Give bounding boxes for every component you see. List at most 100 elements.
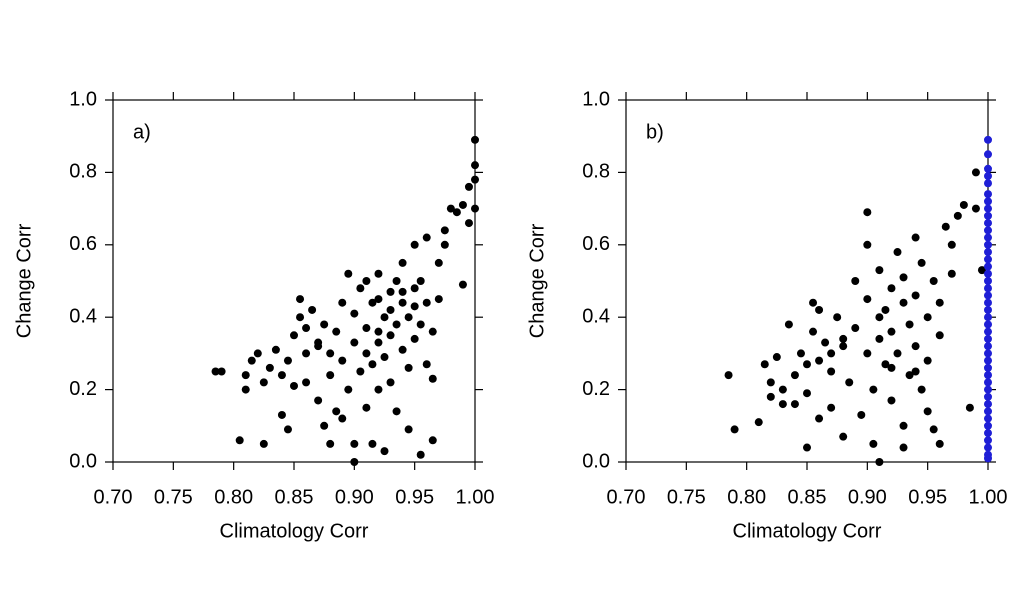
x-tick-label: 0.95	[908, 486, 947, 508]
point	[338, 298, 347, 307]
point	[368, 298, 377, 307]
panel-label: b)	[646, 121, 664, 143]
point	[386, 378, 395, 387]
point	[440, 226, 449, 235]
x-tick-label: 0.85	[788, 486, 827, 508]
y-tick-label: 1.0	[582, 88, 610, 110]
point	[905, 371, 914, 380]
point	[911, 367, 920, 376]
y-tick-label: 0.8	[69, 161, 97, 183]
point	[283, 356, 292, 365]
point	[344, 269, 353, 278]
point	[923, 407, 932, 416]
point	[875, 266, 884, 275]
point	[464, 219, 473, 228]
point	[887, 284, 896, 293]
point	[984, 407, 992, 416]
point	[386, 305, 395, 314]
point	[386, 287, 395, 296]
point	[247, 356, 256, 365]
point	[374, 385, 383, 394]
point	[851, 277, 860, 285]
point	[434, 295, 443, 304]
point	[265, 363, 274, 372]
point	[380, 353, 389, 362]
panel-label: a)	[133, 121, 151, 143]
point	[754, 418, 763, 427]
point	[984, 284, 992, 293]
point	[416, 320, 425, 329]
point	[290, 381, 298, 390]
point	[984, 429, 992, 438]
point	[984, 226, 992, 235]
point	[446, 204, 455, 213]
point	[440, 240, 449, 249]
point	[404, 425, 413, 434]
point	[905, 320, 914, 329]
x-tick-label: 0.80	[214, 486, 253, 508]
point	[259, 378, 268, 387]
point	[984, 436, 992, 445]
point	[984, 356, 992, 365]
point	[984, 190, 992, 199]
point	[833, 313, 842, 322]
point	[778, 385, 787, 394]
x-tick-label: 0.90	[335, 486, 374, 508]
point	[398, 287, 407, 296]
point	[887, 396, 896, 405]
point	[350, 338, 359, 347]
point	[302, 378, 311, 387]
point	[796, 349, 805, 358]
point	[984, 342, 992, 351]
point	[428, 327, 437, 336]
point	[929, 425, 938, 434]
point	[766, 378, 775, 387]
point	[875, 334, 884, 343]
point	[314, 396, 323, 405]
y-tick-label: 0.0	[582, 450, 610, 472]
point	[410, 302, 419, 311]
point	[458, 200, 467, 209]
y-axis-label: Change Corr	[526, 223, 548, 338]
x-tick-label: 0.80	[727, 486, 766, 508]
point	[827, 349, 836, 358]
point	[320, 320, 329, 329]
point	[380, 447, 389, 456]
point	[929, 277, 938, 285]
point	[380, 313, 389, 322]
point	[338, 356, 347, 365]
point	[965, 403, 974, 412]
point	[839, 342, 848, 351]
point	[984, 363, 992, 372]
point	[241, 371, 250, 380]
point	[863, 240, 872, 249]
point	[368, 439, 377, 448]
point	[386, 331, 395, 340]
point	[362, 324, 371, 333]
point	[434, 258, 443, 267]
point	[296, 295, 305, 304]
point	[971, 204, 980, 213]
x-tick-label: 1.00	[969, 486, 1008, 508]
point	[893, 349, 902, 358]
y-tick-label: 0.2	[69, 378, 97, 400]
point	[881, 305, 890, 314]
point	[422, 298, 431, 307]
point	[350, 439, 359, 448]
point	[827, 367, 836, 376]
y-tick-label: 1.0	[69, 88, 97, 110]
point	[984, 421, 992, 430]
point	[923, 356, 932, 365]
point	[458, 280, 467, 289]
point	[984, 269, 992, 278]
point	[314, 342, 323, 351]
point	[935, 439, 944, 448]
point	[416, 277, 425, 285]
x-axis-label: Climatology Corr	[220, 520, 369, 542]
point	[392, 407, 401, 416]
point	[947, 269, 956, 278]
point	[941, 222, 950, 231]
point	[815, 414, 824, 423]
point	[398, 298, 407, 307]
point	[815, 305, 824, 314]
